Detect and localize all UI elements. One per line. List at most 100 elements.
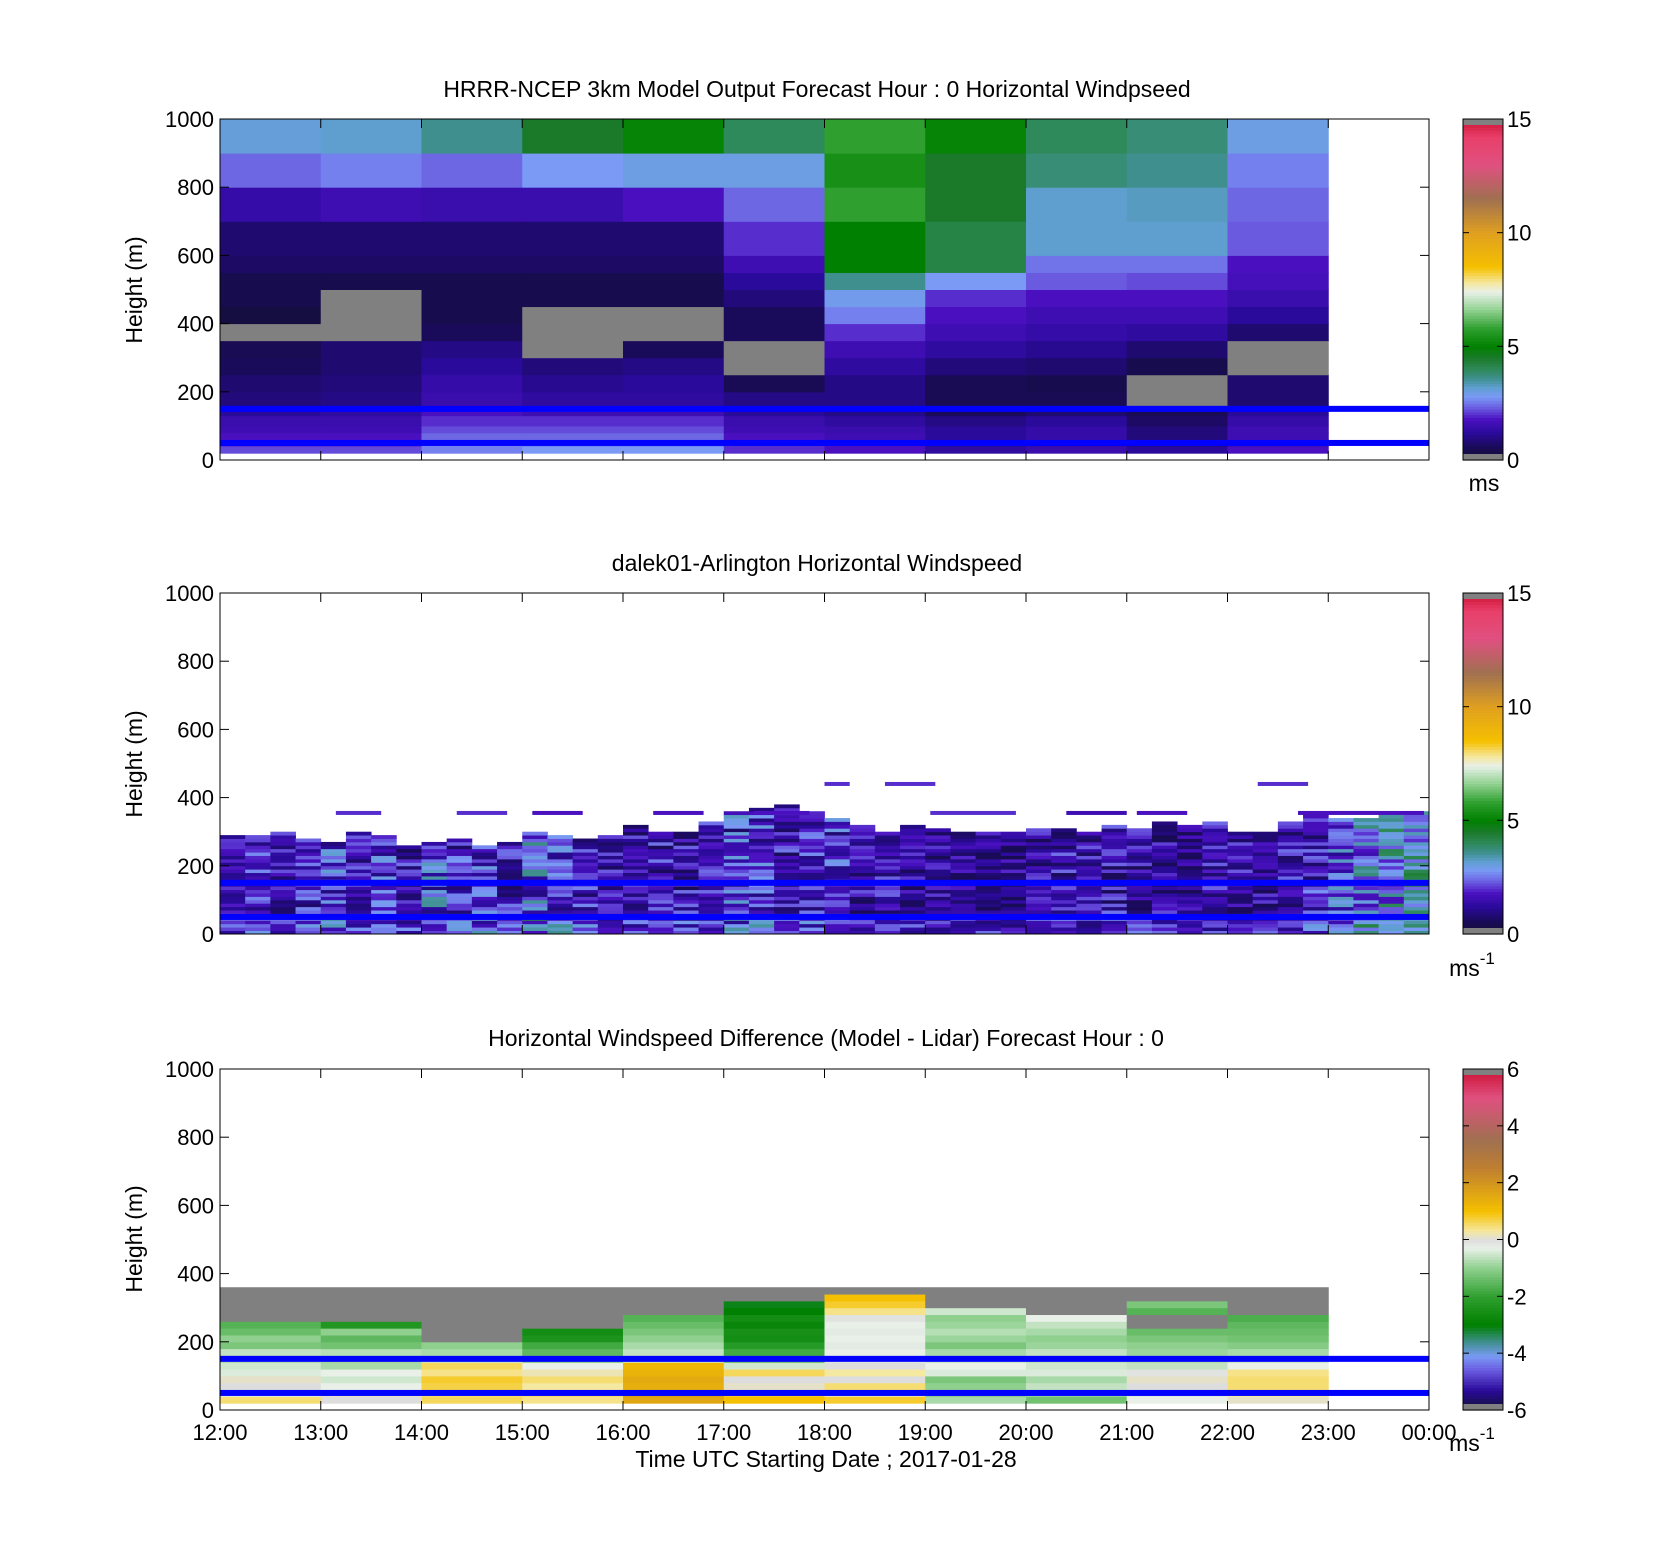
heatmap-cell — [950, 876, 977, 880]
heatmap-cell — [522, 886, 548, 891]
heatmap-cell — [497, 872, 523, 877]
colorbar-segment — [1463, 289, 1503, 293]
heatmap-cell — [547, 855, 574, 860]
heatmap-cell — [547, 845, 574, 850]
colorbar-segment — [1463, 298, 1503, 302]
heatmap-cell — [648, 848, 674, 853]
colorbar-segment — [1463, 221, 1503, 225]
heatmap-cell — [799, 855, 825, 860]
heatmap-cell — [1353, 876, 1380, 880]
heatmap-cell — [1403, 923, 1430, 928]
heatmap-cell — [824, 869, 851, 874]
heatmap-cell — [1026, 446, 1128, 454]
heatmap-cell — [648, 838, 674, 843]
heatmap-cell — [698, 899, 725, 904]
heatmap-cell — [421, 876, 448, 880]
heatmap-cell — [1051, 927, 1077, 931]
panel-model: HRRR-NCEP 3km Model Output Forecast Hour… — [121, 76, 1531, 496]
heatmap-cell — [698, 852, 725, 856]
heatmap-cell — [774, 923, 800, 928]
x-axis-model — [219, 119, 1430, 460]
heatmap-cell — [975, 862, 1002, 867]
heatmap-cell — [522, 306, 624, 325]
colorbar-segment — [1463, 337, 1503, 342]
heatmap-cell — [497, 865, 523, 870]
heatmap-cell — [1328, 852, 1354, 856]
heatmap-cell — [547, 896, 574, 901]
heatmap-cell — [547, 848, 574, 853]
heatmap-cell — [446, 841, 473, 846]
heatmap-cell — [1026, 858, 1052, 863]
heatmap-cell — [1403, 865, 1430, 870]
heatmap-cell — [497, 858, 523, 863]
heatmap-cell — [950, 923, 977, 928]
heatmap-cell — [723, 889, 750, 894]
heatmap-cell — [824, 119, 926, 154]
heatmap-cell — [673, 852, 699, 856]
heatmap-cell — [748, 872, 775, 877]
heatmap-cell — [1353, 835, 1380, 839]
heatmap-cell — [421, 920, 448, 925]
heatmap-cell — [295, 872, 322, 877]
heatmap-cell — [597, 903, 624, 908]
colorbar-segment — [1463, 1125, 1503, 1130]
heatmap-cell — [748, 893, 775, 897]
colorbar-segment — [1463, 712, 1503, 716]
colorbar-segment — [1463, 195, 1503, 200]
heatmap-cell — [245, 893, 271, 897]
heatmap-cell — [723, 910, 750, 914]
heatmap-cell — [774, 889, 800, 894]
heatmap-cell — [1126, 1348, 1228, 1356]
heatmap-cell — [1026, 432, 1128, 441]
heatmap-cell — [1403, 848, 1430, 853]
heatmap-cell — [572, 858, 599, 863]
colorbar-segment — [1463, 1134, 1503, 1138]
heatmap-cell — [421, 1375, 523, 1384]
heatmap-cell — [1076, 865, 1102, 870]
heatmap-cell — [547, 858, 574, 863]
heatmap-cell — [900, 893, 926, 897]
colorbar-segment — [1463, 1157, 1503, 1161]
heatmap-cell — [1378, 927, 1405, 931]
colorbar-segment — [1463, 388, 1503, 393]
heatmap-cell — [446, 893, 473, 897]
heatmap-cell — [1202, 923, 1228, 928]
y-tick-label: 1000 — [165, 1057, 214, 1082]
heatmap-cell — [371, 869, 397, 874]
heatmap-cell — [345, 831, 372, 836]
heatmap-cell — [320, 255, 422, 273]
heatmap-cell — [723, 923, 750, 928]
heatmap-cell — [597, 865, 624, 870]
heatmap-cell — [446, 855, 473, 860]
colorbar-segment — [1463, 428, 1503, 433]
heatmap-cell — [1126, 357, 1228, 376]
heatmap-cell — [245, 903, 271, 908]
heatmap-cell — [421, 845, 448, 850]
heatmap-cell — [345, 858, 372, 863]
heatmap-cell — [1378, 930, 1405, 935]
colorbar-segment — [1463, 295, 1503, 299]
heatmap-cell — [648, 835, 674, 839]
x-tick-label: 00:00 — [1401, 1420, 1456, 1445]
heatmap-cell — [597, 889, 624, 894]
heatmap-cell — [1126, 862, 1153, 867]
colorbar-segment — [1463, 1276, 1503, 1280]
heatmap-cell — [1303, 841, 1329, 846]
heatmap-cell — [295, 862, 322, 867]
heatmap-cell — [396, 927, 422, 931]
heatmap-cell — [1353, 910, 1380, 914]
heatmap-cell — [371, 920, 397, 925]
heatmap-cell — [1000, 831, 1027, 836]
heatmap-cell — [1126, 838, 1153, 843]
colorbar-segment — [1463, 1265, 1503, 1269]
panel-lidar: dalek01-Arlington Horizontal Windspeed 0… — [121, 550, 1531, 981]
heatmap-cell — [1101, 841, 1128, 846]
heatmap-cell — [1026, 425, 1128, 434]
heatmap-cell — [623, 1396, 725, 1404]
heatmap-cell — [1202, 930, 1228, 935]
heatmap-cell — [1126, 927, 1153, 931]
colorbar-segment — [1463, 226, 1503, 231]
heatmap-cell — [799, 821, 825, 826]
heatmap-cell — [1378, 828, 1405, 833]
heatmap-cell — [824, 432, 926, 441]
